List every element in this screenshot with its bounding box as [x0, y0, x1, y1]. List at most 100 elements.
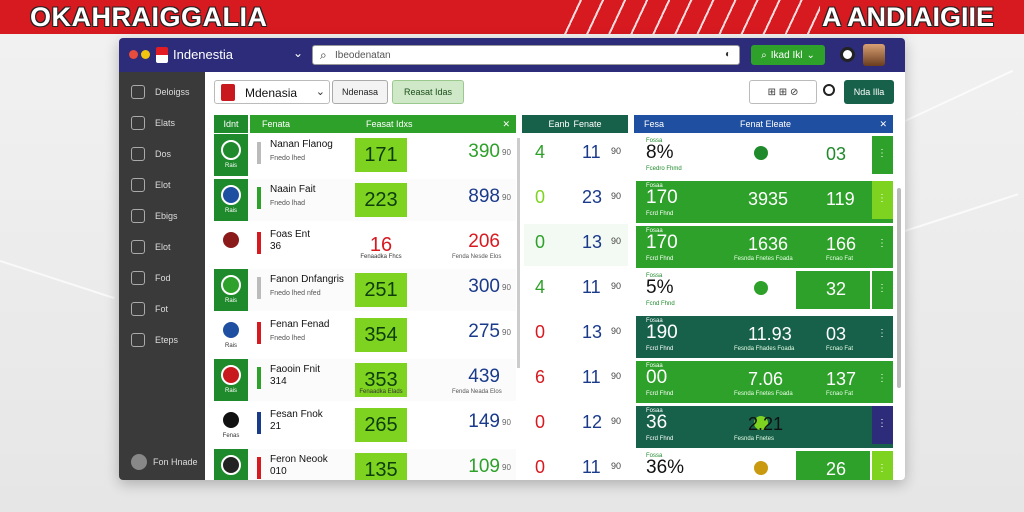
toolbar-button-1[interactable]: Ndenasa — [332, 80, 388, 104]
table-row[interactable]: 4 11 90 — [524, 134, 628, 176]
rating-label: Fossa — [646, 453, 663, 459]
team-logo-icon — [221, 230, 241, 250]
stat-a: 0 — [535, 187, 546, 207]
rating-final: 119 — [826, 189, 855, 209]
player-sub: 010 — [270, 466, 287, 477]
table-row[interactable]: Fossa 36% 26 ⋮ — [636, 451, 893, 480]
row-action-strip[interactable]: ⋮ — [872, 406, 893, 444]
table-row[interactable]: Rais Fenan Fenad Fnedo lhed 354 275 90 — [214, 314, 516, 356]
table-row[interactable]: Fenas Fesan Fnok 21 265 149 90 — [214, 404, 516, 446]
table-row[interactable]: Fosaa 190 Fcrd Fhnd 11.93 Fesnda Fhades Foad… — [636, 316, 893, 358]
sidebar-item[interactable]: Fod — [131, 270, 171, 286]
window-minimize-dot[interactable] — [141, 50, 150, 59]
more-icon[interactable]: ⋮ — [877, 238, 887, 249]
sidebar-item-label: Fot — [155, 304, 169, 314]
sidebar-item-label: Dos — [155, 149, 172, 159]
mic-icon[interactable]: ◐ — [724, 49, 731, 60]
avatar[interactable] — [863, 44, 885, 66]
table-row[interactable]: 0 11 90 — [524, 449, 628, 480]
table-row[interactable]: 0 13 90 — [524, 224, 628, 266]
table-row[interactable]: Feron Neook 010 135 109 90 — [214, 449, 516, 480]
row-action-strip[interactable]: ⋮ — [872, 226, 893, 264]
sidebar-item[interactable]: Elot — [131, 239, 171, 255]
more-icon[interactable]: ⋮ — [877, 373, 887, 384]
rating-percent: 170 — [646, 232, 678, 253]
table-row[interactable]: Fosaa 36 Fcrd Fhnd 2.21 Fesnda Fnetes ⋮ — [636, 406, 893, 448]
header-action-button[interactable]: ⌕ Ikad Ikl ⌄ — [751, 45, 825, 65]
sidebar-item-label: Elats — [155, 118, 176, 128]
sidebar-user[interactable]: Fon Hnade — [131, 454, 198, 470]
more-icon[interactable]: ⋮ — [877, 328, 887, 339]
sidebar-item[interactable]: Deloigss — [131, 84, 190, 100]
top-banner: OKAHRAIGGALIA A ANDIAIGIIE — [0, 0, 1024, 34]
more-icon[interactable]: ⋮ — [877, 283, 887, 294]
rating-final: 137 — [826, 369, 857, 389]
player-sub: Fnedo lhed — [270, 335, 306, 342]
row-action-strip[interactable]: ⋮ — [872, 451, 893, 480]
team-logo-cell: Rais — [214, 134, 248, 176]
tools-icon — [131, 333, 145, 347]
table-row[interactable]: 0 13 90 — [524, 314, 628, 356]
table-row[interactable]: Fossa 5% Fcnd Fhnd 32 ⋮ — [636, 271, 893, 313]
scrollbar[interactable] — [517, 138, 520, 368]
table-row[interactable]: Foas Ent 36 16 Fenaadka Fhcs 206 Fenda Nesde … — [214, 224, 516, 266]
close-icon[interactable]: ✕ — [879, 118, 887, 129]
score-value: 265 — [364, 413, 398, 436]
row-action-strip[interactable]: ⋮ — [872, 136, 893, 174]
table-row[interactable]: Fosaa 170 Fcrd Fhnd 3935 119 ⋮ — [636, 181, 893, 223]
search-input[interactable]: ⌕ Ibeodenatan ◐ — [312, 45, 740, 65]
sidebar-item[interactable]: Dos — [131, 146, 171, 162]
row-action-strip[interactable]: ⋮ — [872, 361, 893, 399]
more-icon[interactable]: ⋮ — [877, 418, 887, 429]
toolbar-button-2[interactable]: Reasat Idas — [392, 80, 464, 104]
chevron-down-icon[interactable]: ⌄ — [293, 46, 304, 60]
close-icon[interactable]: ✕ — [502, 118, 510, 129]
table-row[interactable]: 0 23 90 — [524, 179, 628, 221]
rating-label: Fosaa — [646, 318, 663, 324]
table-row[interactable]: 4 11 90 — [524, 269, 628, 311]
table-row[interactable]: Fosaa 170 Fcrd Fhnd 1636 Fesnda Fnetes Foada… — [636, 226, 893, 268]
more-icon[interactable]: ⋮ — [877, 148, 887, 159]
rating-percent-sub: Fcrd Fhnd — [646, 391, 674, 397]
sidebar-item[interactable]: Ebigs — [131, 208, 178, 224]
circle-icon[interactable] — [823, 84, 835, 96]
table-row[interactable]: 6 11 90 — [524, 359, 628, 401]
more-icon[interactable]: ⋮ — [877, 463, 887, 474]
player-sub: Fnedo lhed — [270, 155, 306, 162]
more-icon[interactable]: ⋮ — [877, 193, 887, 204]
rating-total: 11.93 — [748, 324, 792, 344]
table-row[interactable]: Rais Faooin Fnit 314 353 Fenaadka Elads 439 Fe… — [214, 359, 516, 401]
flag-icon — [156, 47, 168, 63]
row-action-strip[interactable]: ⋮ — [872, 316, 893, 354]
search-icon: ⌕ — [320, 48, 327, 62]
team-select[interactable]: Mdenasia ⌄ — [214, 80, 330, 104]
bg-line — [0, 260, 115, 300]
scrollbar[interactable] — [897, 188, 901, 388]
chevron-down-icon: ⌄ — [806, 49, 815, 61]
score-value: 135 — [364, 458, 398, 481]
sidebar-item[interactable]: Elot — [131, 177, 171, 193]
table-row[interactable]: Fosaa 00 Fcrd Fhnd 7.06 Fesnda Fnetes Foada 1… — [636, 361, 893, 403]
table-row[interactable]: Rais Naain Fait Fnedo lhad 223 898 90 — [214, 179, 516, 221]
player-sub: Fnedo lhed nfed — [270, 290, 321, 297]
toolbar-button-3[interactable]: Nda Illa — [844, 80, 894, 104]
sidebar-item[interactable]: Elats — [131, 115, 175, 131]
table-row[interactable]: Rais Fanon Dnfangris Fnedo lhed nfed 251 300… — [214, 269, 516, 311]
rating-final: 03 — [826, 324, 847, 344]
row-action-strip[interactable]: ⋮ — [872, 271, 893, 309]
sidebar-item[interactable]: Eteps — [131, 332, 178, 348]
toolbar-icon-group[interactable]: ⊞ ⊞ ⊘ — [749, 80, 817, 104]
sidebar-item[interactable]: Fot — [131, 301, 168, 317]
highlight-box — [796, 271, 870, 309]
stat-a: 0 — [535, 457, 546, 477]
table-row[interactable]: Fossa 8% Fcedro Fhmd 03 ⋮ — [636, 136, 893, 178]
table-row[interactable]: 0 12 90 — [524, 404, 628, 446]
table-row[interactable]: Rais Nanan Flanog Fnedo lhed 171 390 90 — [214, 134, 516, 176]
window-close-dot[interactable] — [129, 50, 138, 59]
rating-label: Fosaa — [646, 363, 663, 369]
notification-icon[interactable] — [840, 47, 855, 62]
player-name: Fanon Dnfangris — [270, 274, 344, 285]
team-logo-icon — [221, 320, 241, 340]
player-sub: 314 — [270, 376, 287, 387]
row-action-strip[interactable]: ⋮ — [872, 181, 893, 219]
